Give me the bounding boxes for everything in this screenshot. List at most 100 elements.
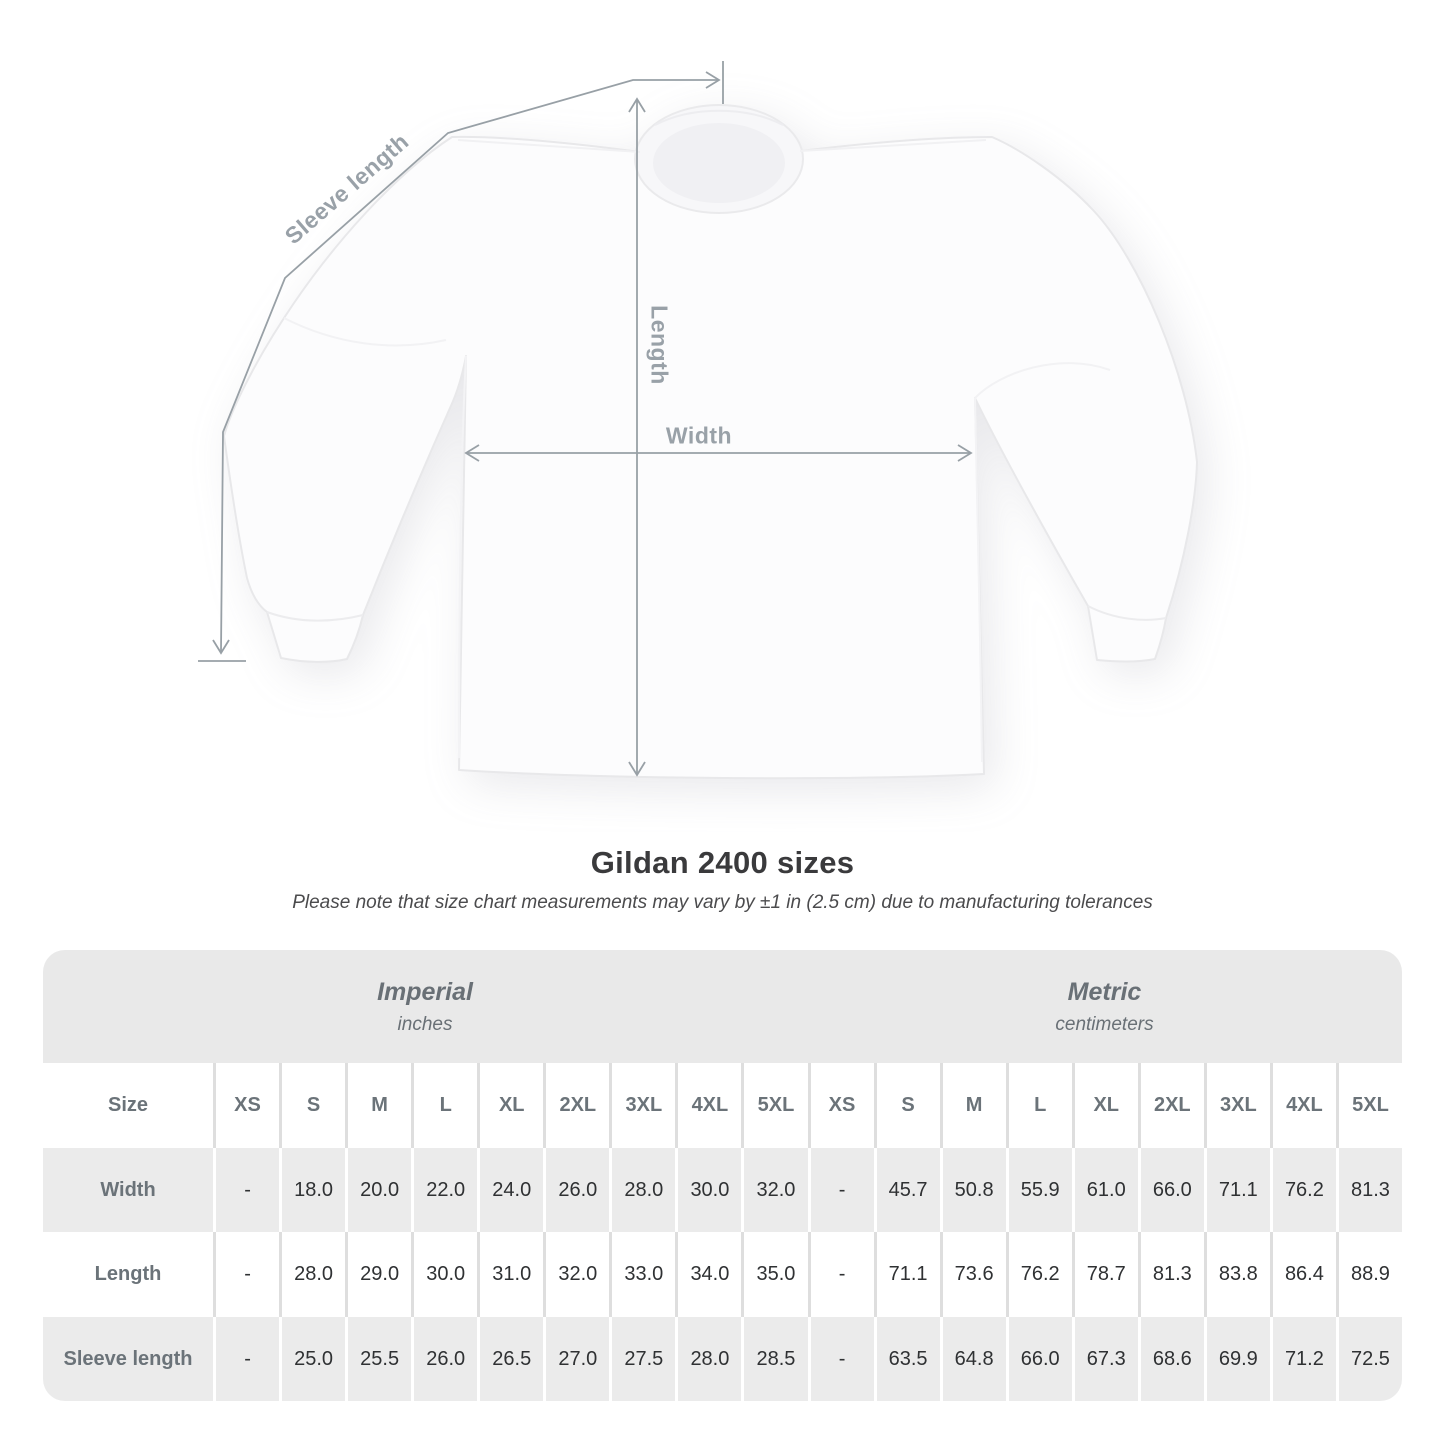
row-label: Sleeve length [63, 1347, 193, 1370]
size-header-cell: 3XL [1203, 1063, 1270, 1148]
value-cell: 67.3 [1071, 1317, 1138, 1401]
value-cell: 34.0 [675, 1232, 741, 1317]
table-row: Width -18.0 20.0 22.0 24.0 26.0 28.0 30.0 32.0-4… [43, 1148, 1402, 1232]
shirt-illustration [223, 104, 1198, 780]
metric-unit-label: centimeters [1055, 1013, 1154, 1035]
length-label: Length [646, 305, 673, 385]
table-row: Size XS S M L XL 2XL 3XL 4XL 5XL XS S M L XL 2XL 3XL 4XL 5… [43, 1063, 1402, 1148]
size-table: Imperial inches Metric centimeters Size X… [43, 950, 1402, 1401]
value-cell: - [807, 1148, 874, 1232]
size-header-cell: 4XL [1269, 1063, 1336, 1148]
value-cell: 72.5 [1335, 1317, 1402, 1401]
size-header-cell: 5XL [1335, 1063, 1402, 1148]
value-cell: 26.0 [411, 1317, 477, 1401]
value-cell: 64.8 [939, 1317, 1006, 1401]
value-cell: 33.0 [609, 1232, 675, 1317]
value-cell: 83.8 [1203, 1232, 1270, 1317]
shirt-measurement-diagram: Sleeve length Length Width [198, 61, 1198, 780]
value-cell: 26.5 [477, 1317, 543, 1401]
measurement-lines [198, 61, 973, 777]
value-cell: 78.7 [1071, 1232, 1138, 1317]
value-cell: 66.0 [1005, 1317, 1072, 1401]
size-header-cell: 5XL [741, 1063, 807, 1148]
value-cell: 31.0 [477, 1232, 543, 1317]
size-header-cell: L [1005, 1063, 1072, 1148]
size-header-cell: 2XL [543, 1063, 609, 1148]
value-cell: 28.5 [741, 1317, 807, 1401]
size-header-cell: 2XL [1137, 1063, 1204, 1148]
value-cell: 86.4 [1269, 1232, 1336, 1317]
size-header-cell: XL [1071, 1063, 1138, 1148]
value-cell: 27.0 [543, 1317, 609, 1401]
value-cell: 32.0 [741, 1148, 807, 1232]
imperial-label: Imperial [377, 977, 473, 1006]
value-cell: 76.2 [1005, 1232, 1072, 1317]
length-line [628, 97, 646, 777]
size-header-cell: XS [807, 1063, 874, 1148]
value-cell: 22.0 [411, 1148, 477, 1232]
left-cuff-seam [266, 611, 364, 622]
table-row: Length -28.0 29.0 30.0 31.0 32.0 33.0 34.0 35.0-… [43, 1232, 1402, 1317]
right-cuff-seam [1087, 605, 1167, 621]
size-header-cell: XL [477, 1063, 543, 1148]
value-cell: - [807, 1317, 874, 1401]
size-chart-note: Please note that size chart measurements… [292, 892, 1153, 913]
shirt-diagram-svg [198, 61, 1198, 780]
value-cell: 25.5 [345, 1317, 411, 1401]
title-block: Gildan 2400 sizes Please note that size … [0, 845, 1445, 914]
value-cell: 30.0 [411, 1232, 477, 1317]
value-cell: 28.0 [609, 1148, 675, 1232]
table-row: Sleeve length -25.0 25.5 26.0 26.5 27.0 27.5 28… [43, 1317, 1402, 1401]
size-chart-title: Gildan 2400 sizes [590, 845, 855, 880]
size-header-cell: S [873, 1063, 940, 1148]
size-grid: Size XS S M L XL 2XL 3XL 4XL 5XL XS S M L XL 2XL 3XL 4XL 5… [43, 1063, 1402, 1401]
value-cell: 76.2 [1269, 1148, 1336, 1232]
size-header-cell: XS [213, 1063, 279, 1148]
value-cell: 50.8 [939, 1148, 1006, 1232]
value-cell: 30.0 [675, 1148, 741, 1232]
value-cell: 81.3 [1335, 1148, 1402, 1232]
value-cell: 24.0 [477, 1148, 543, 1232]
value-cell: 61.0 [1071, 1148, 1138, 1232]
imperial-header: Imperial inches [43, 950, 807, 1063]
metric-label: Metric [1067, 977, 1142, 1006]
size-header-cell: L [411, 1063, 477, 1148]
value-cell: 88.9 [1335, 1232, 1402, 1317]
value-cell: - [213, 1232, 279, 1317]
value-cell: 29.0 [345, 1232, 411, 1317]
value-cell: 32.0 [543, 1232, 609, 1317]
value-cell: 66.0 [1137, 1148, 1204, 1232]
value-cell: 28.0 [675, 1317, 741, 1401]
size-header-cell: M [939, 1063, 1006, 1148]
value-cell: 71.1 [1203, 1148, 1270, 1232]
size-header-cell: S [279, 1063, 345, 1148]
imperial-unit-label: inches [397, 1013, 453, 1035]
value-cell: 55.9 [1005, 1148, 1072, 1232]
value-cell: 18.0 [279, 1148, 345, 1232]
row-label: Width [100, 1178, 156, 1201]
size-header-cell: 4XL [675, 1063, 741, 1148]
value-cell: 81.3 [1137, 1232, 1204, 1317]
value-cell: 25.0 [279, 1317, 345, 1401]
value-cell: 35.0 [741, 1232, 807, 1317]
value-cell: 71.2 [1269, 1317, 1336, 1401]
value-cell: 71.1 [873, 1232, 940, 1317]
value-cell: 26.0 [543, 1148, 609, 1232]
metric-header: Metric centimeters [807, 950, 1402, 1063]
value-cell: 73.6 [939, 1232, 1006, 1317]
value-cell: 27.5 [609, 1317, 675, 1401]
value-cell: 69.9 [1203, 1317, 1270, 1401]
unit-header-band: Imperial inches Metric centimeters [43, 950, 1402, 1063]
value-cell: 68.6 [1137, 1317, 1204, 1401]
value-cell: - [213, 1148, 279, 1232]
row-label: Length [94, 1263, 162, 1285]
width-line [464, 444, 973, 462]
size-column-label: Size [107, 1094, 149, 1116]
sleeve-length-line [198, 61, 724, 662]
size-header-cell: M [345, 1063, 411, 1148]
size-header-cell: 3XL [609, 1063, 675, 1148]
value-cell: 63.5 [873, 1317, 940, 1401]
value-cell: 28.0 [279, 1232, 345, 1317]
value-cell: - [807, 1232, 874, 1317]
